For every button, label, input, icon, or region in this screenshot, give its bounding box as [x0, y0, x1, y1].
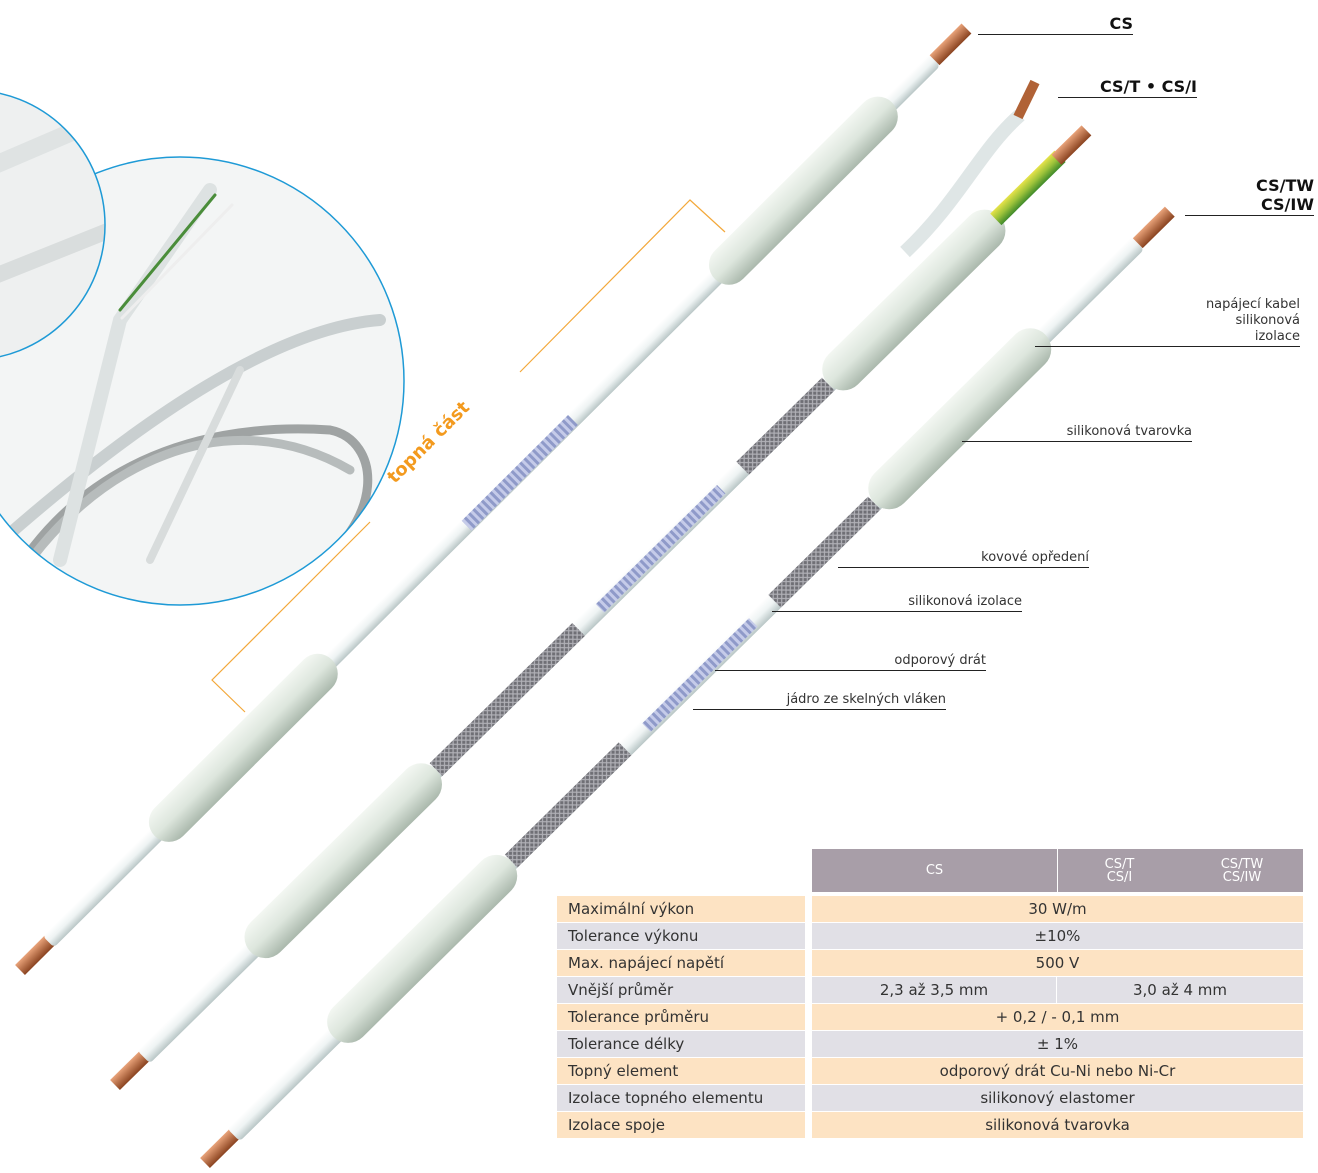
header-line: CS/T — [1104, 856, 1135, 872]
row-label: Tolerance průměru — [557, 1004, 805, 1030]
callout: kovové opředení — [838, 550, 1089, 568]
cable — [15, 23, 972, 975]
callout: silikonová tvarovka — [962, 424, 1192, 442]
row-value: + 0,2 / - 0,1 mm — [812, 1004, 1303, 1030]
line: silikonová — [1235, 313, 1300, 328]
row-label: Maximální výkon — [557, 896, 805, 922]
callout: silikonová izolace — [772, 594, 1022, 612]
variant-label: CS/T • CS/I — [1058, 77, 1197, 98]
row-value: 30 W/m — [812, 896, 1303, 922]
row-label: Tolerance výkonu — [557, 923, 805, 949]
row-label: Topný element — [557, 1058, 805, 1084]
bracket — [519, 199, 726, 373]
header-line: CS/I — [1106, 869, 1133, 885]
variant-label: CS/TW CS/IW — [1185, 176, 1314, 216]
row-label: Tolerance délky — [557, 1031, 805, 1057]
callout: jádro ze skelných vláken — [693, 692, 946, 710]
row-value: ± 1% — [812, 1031, 1303, 1057]
inset-photo — [0, 92, 405, 606]
row-value: silikonový elastomer — [812, 1085, 1303, 1111]
wire — [1013, 79, 1040, 120]
row-label: Vnější průměr — [557, 977, 805, 1003]
callout: napájecí kabel silikonová izolace — [1035, 297, 1300, 347]
row-value: odporový drát Cu-Ni nebo Ni-Cr — [812, 1058, 1303, 1084]
line: izolace — [1254, 329, 1300, 344]
line: CS/IW — [1260, 195, 1314, 214]
header-cell: CS/TW CS/IW — [1181, 849, 1303, 892]
line: napájecí kabel — [1205, 297, 1300, 312]
row-value: 500 V — [812, 950, 1303, 976]
bracket — [211, 521, 371, 713]
header-cell: CS — [812, 849, 1057, 892]
row-value: ±10% — [812, 923, 1303, 949]
line: CS/TW — [1256, 176, 1314, 195]
row-label: Izolace spoje — [557, 1112, 805, 1138]
variant-label: CS — [978, 14, 1133, 35]
cable — [110, 125, 1092, 1090]
header-line: CS — [925, 863, 944, 878]
row-value: silikonová tvarovka — [812, 1112, 1303, 1138]
row-label: Izolace topného elementu — [557, 1085, 805, 1111]
header-line: CS/IW — [1222, 869, 1262, 885]
header-cell: CS/T CS/I — [1057, 849, 1181, 892]
wire — [900, 109, 1025, 258]
row-value: 3,0 až 4 mm — [1057, 977, 1303, 1003]
cable — [200, 206, 1175, 1168]
header-line: CS/TW — [1220, 856, 1264, 872]
row-label: Max. napájecí napětí — [557, 950, 805, 976]
row-value: 2,3 až 3,5 mm — [812, 977, 1056, 1003]
callout: odporový drát — [715, 653, 986, 671]
